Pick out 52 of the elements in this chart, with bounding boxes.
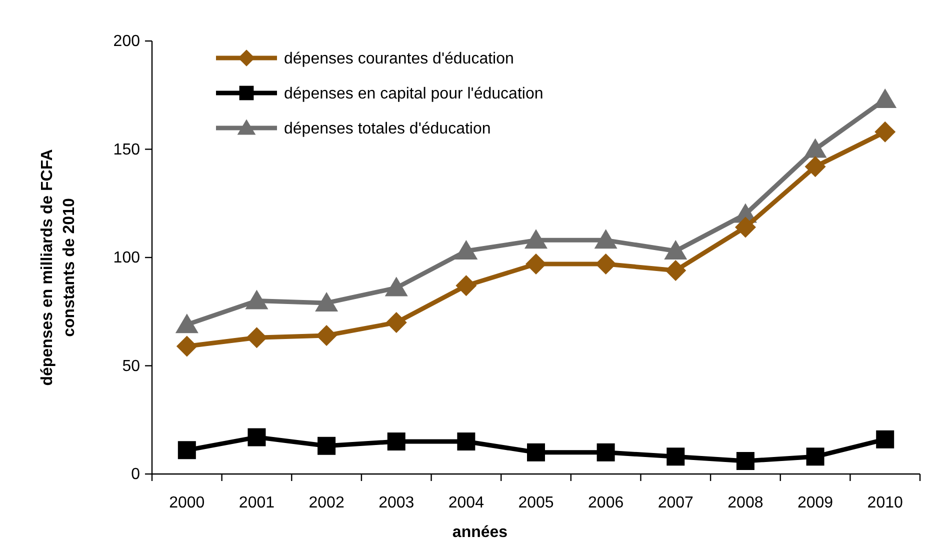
point — [664, 240, 688, 260]
legend-label: dépenses en capital pour l'éducation — [284, 86, 544, 103]
point — [245, 290, 268, 310]
point — [176, 336, 198, 357]
point — [315, 292, 338, 312]
x-tick-label: 2005 — [518, 494, 554, 512]
point — [386, 312, 407, 333]
y-tick-label: 100 — [113, 250, 140, 267]
point — [456, 275, 477, 296]
point — [874, 121, 896, 142]
point — [736, 452, 754, 470]
point — [806, 448, 824, 466]
point — [248, 428, 266, 446]
point — [246, 327, 268, 348]
x-tick-label: 2001 — [238, 494, 275, 512]
point — [454, 240, 478, 260]
x-tick-label: 2002 — [308, 494, 344, 512]
point — [596, 443, 615, 462]
point — [666, 448, 685, 466]
point — [804, 138, 827, 158]
point — [524, 229, 548, 249]
x-tick-label: 2008 — [728, 494, 764, 512]
x-tick-label: 2003 — [378, 494, 414, 512]
point — [665, 260, 686, 281]
legend-label: dépenses courantes d'éducation — [284, 50, 514, 68]
x-tick-label: 2010 — [867, 494, 903, 512]
point — [316, 324, 338, 346]
x-tick-label: 2006 — [588, 494, 624, 512]
y-axis-title: dépenses en milliards de FCFA constants de 2010 — [39, 148, 78, 386]
point — [387, 432, 406, 451]
point — [526, 253, 546, 274]
x-tick-label: 2000 — [169, 494, 205, 512]
x-tick-label: 2004 — [448, 494, 484, 512]
point — [178, 441, 196, 460]
point — [804, 156, 826, 178]
x-tick-label: 2009 — [797, 494, 834, 512]
point — [175, 314, 198, 334]
y-tick-label: 0 — [131, 466, 140, 484]
y-tick-label: 50 — [122, 358, 140, 375]
point — [457, 432, 476, 451]
y-tick-label: 150 — [113, 141, 140, 158]
point — [734, 216, 756, 238]
point — [876, 430, 894, 448]
y-tick-label: 200 — [113, 33, 140, 50]
x-tick-label: 2007 — [658, 494, 694, 512]
point — [527, 443, 545, 462]
point — [384, 276, 408, 296]
point — [595, 253, 616, 274]
x-axis-title: années — [452, 524, 508, 541]
point — [594, 229, 618, 249]
point — [318, 436, 336, 455]
legend-label: dépenses totales d'éducation — [284, 120, 491, 138]
